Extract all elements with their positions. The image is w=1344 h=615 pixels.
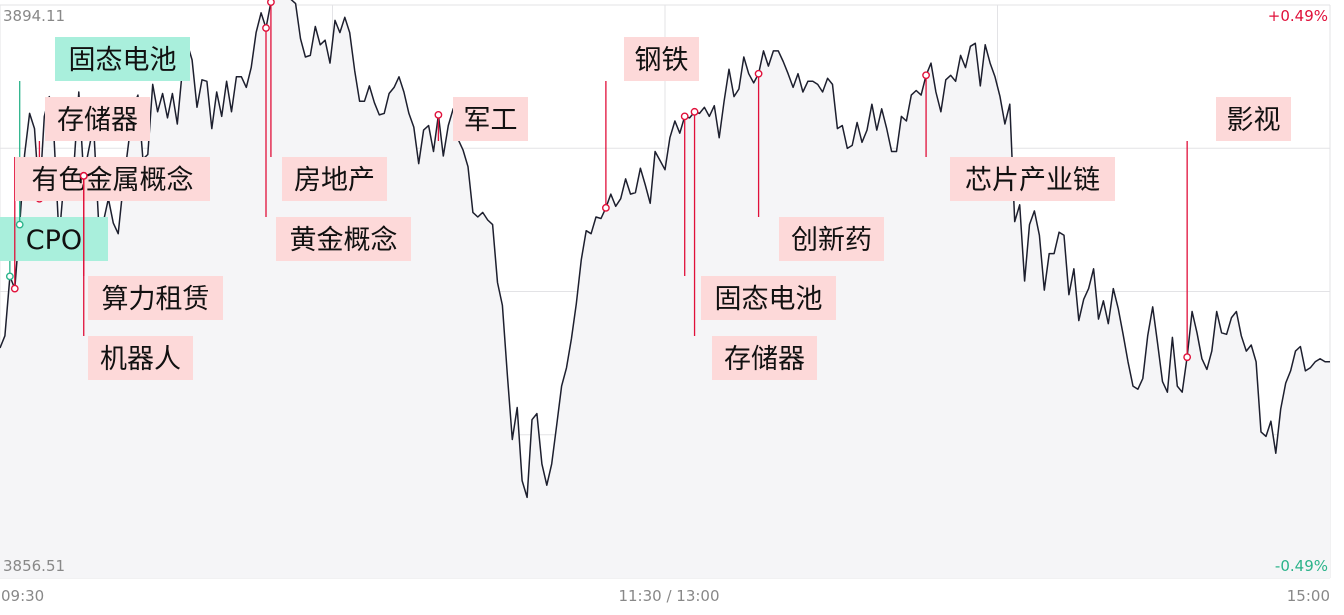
x-label-close: 15:00 — [1287, 587, 1330, 605]
tag-point — [267, 0, 275, 7]
x-label-midday: 11:30 / 13:00 — [618, 587, 719, 605]
price-line — [0, 0, 1330, 499]
x-label-open: 09:30 — [1, 587, 44, 605]
tag-label: 固态电池 — [715, 284, 823, 315]
y-max-label: 3894.11 — [3, 7, 65, 25]
tag-box — [701, 276, 836, 320]
annotation-tag: 军工 — [434, 97, 528, 141]
tag-point — [922, 71, 930, 80]
tag-label: 房地产 — [294, 165, 375, 196]
annotation-tag: 固态电池 — [680, 112, 836, 320]
tag-box — [55, 37, 190, 81]
tag-box — [276, 217, 411, 261]
tag-label: 固态电池 — [69, 45, 177, 76]
y-min-label: 3856.51 — [3, 557, 65, 575]
tag-label: 算力租赁 — [102, 284, 210, 315]
tag-box — [282, 157, 387, 201]
tag-label: 创新药 — [791, 225, 872, 256]
annotation-tag: 芯片产业链 — [922, 71, 1115, 201]
tag-label: 机器人 — [100, 344, 181, 375]
tag-point — [601, 203, 610, 212]
tag-point — [262, 24, 270, 32]
tag-box — [712, 336, 817, 380]
tag-point — [434, 110, 443, 119]
tag-label: 影视 — [1227, 105, 1281, 136]
tag-box — [15, 157, 210, 201]
tag-label: 钢铁 — [635, 45, 689, 76]
tag-box — [950, 157, 1115, 201]
annotation-tag: 有色金属概念 — [10, 157, 210, 293]
tag-point — [754, 69, 763, 78]
tag-label: 存储器 — [57, 105, 138, 136]
tag-point — [15, 220, 24, 229]
tag-box — [779, 217, 884, 261]
tag-label: CPO — [26, 225, 82, 256]
tag-label: 黄金概念 — [290, 225, 398, 256]
tag-point — [79, 171, 88, 180]
tag-box — [45, 97, 150, 141]
pct-max-label: +0.49% — [1268, 7, 1328, 25]
annotation-tag: 机器人 — [79, 171, 193, 380]
annotation-tag: 算力租赁 — [79, 171, 223, 320]
tag-box — [624, 37, 699, 81]
tag-label: 存储器 — [724, 344, 805, 375]
tag-point — [1183, 353, 1192, 362]
price-area — [0, 0, 1330, 578]
annotation-tag: 钢铁 — [601, 37, 699, 212]
tag-point — [690, 107, 699, 116]
tag-label: 有色金属概念 — [32, 165, 194, 196]
tag-box — [88, 336, 193, 380]
annotation-tags: CPO固态电池存储器有色金属概念算力租赁机器人房地产黄金概念军工钢铁固态电池存储… — [0, 0, 1291, 380]
tag-label: 芯片产业链 — [965, 165, 1100, 196]
annotation-tag: 影视 — [1183, 97, 1291, 362]
tag-box — [1216, 97, 1291, 141]
annotation-tag: 黄金概念 — [262, 24, 411, 261]
pct-min-label: -0.49% — [1275, 557, 1328, 575]
annotation-tag: 存储器 — [690, 107, 817, 380]
tag-box — [88, 276, 223, 320]
annotation-tag: 房地产 — [267, 0, 387, 201]
tag-point — [5, 272, 14, 281]
tag-box — [453, 97, 528, 141]
tag-label: 军工 — [464, 105, 518, 136]
tag-point — [680, 112, 689, 121]
annotation-tag: 创新药 — [754, 69, 884, 261]
tag-point — [10, 284, 19, 293]
